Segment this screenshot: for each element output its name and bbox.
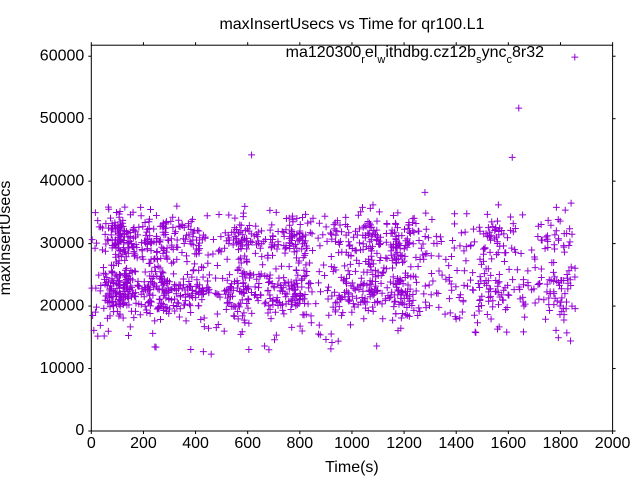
svg-text:ma120300relwithdbg.cz12bsyncc8: ma120300relwithdbg.cz12bsyncc8r32: [286, 44, 544, 66]
svg-text:200: 200: [130, 435, 157, 452]
svg-text:0: 0: [87, 435, 96, 452]
svg-text:20000: 20000: [40, 297, 85, 314]
svg-text:1400: 1400: [438, 435, 474, 452]
svg-text:1200: 1200: [386, 435, 422, 452]
svg-text:60000: 60000: [40, 47, 85, 64]
svg-text:0: 0: [75, 422, 84, 439]
svg-text:30000: 30000: [40, 235, 85, 252]
svg-text:600: 600: [234, 435, 261, 452]
svg-text:400: 400: [182, 435, 209, 452]
svg-text:1800: 1800: [543, 435, 579, 452]
svg-text:2000: 2000: [595, 435, 631, 452]
svg-text:800: 800: [286, 435, 313, 452]
svg-text:1600: 1600: [491, 435, 527, 452]
svg-text:10000: 10000: [40, 360, 85, 377]
svg-text:1000: 1000: [334, 435, 370, 452]
svg-text:40000: 40000: [40, 172, 85, 189]
svg-text:50000: 50000: [40, 110, 85, 127]
